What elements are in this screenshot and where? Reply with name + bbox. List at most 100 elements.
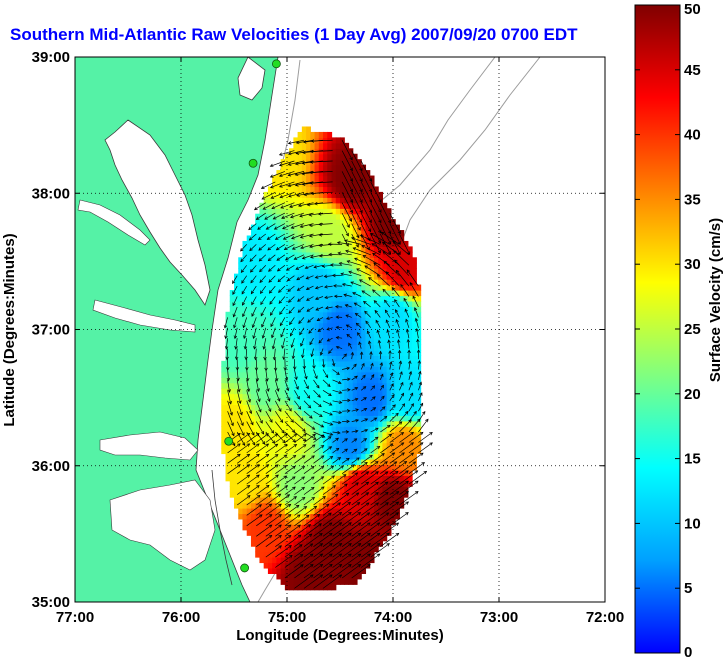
speed-cell (263, 518, 269, 525)
speed-cell (297, 480, 303, 487)
colorbar-ramp (634, 4, 681, 654)
speed-cell (293, 535, 299, 542)
speed-cell (250, 442, 256, 449)
speed-cell (246, 322, 252, 329)
speed-cell (327, 557, 333, 564)
speed-cell (289, 458, 294, 465)
speed-cell (365, 388, 371, 395)
speed-cell (238, 360, 244, 367)
speed-cell (306, 409, 311, 416)
speed-cell (386, 246, 392, 253)
speed-cell (229, 322, 235, 329)
speed-cell (280, 518, 286, 525)
speed-cell (378, 197, 383, 204)
speed-cell (234, 349, 239, 356)
velocity-vector (380, 425, 391, 433)
speed-cell (267, 551, 273, 558)
speed-cell (340, 415, 345, 422)
speed-cell (297, 153, 303, 160)
speed-cell (403, 486, 409, 493)
speed-cell (246, 366, 252, 373)
velocity-vector-head (372, 252, 376, 257)
speed-cell (276, 311, 282, 318)
speed-cell (382, 475, 388, 482)
velocity-vector-head (341, 282, 346, 287)
velocity-vector (354, 302, 362, 308)
speed-cell (246, 235, 252, 242)
speed-cell (318, 317, 324, 324)
speed-cell (416, 311, 422, 318)
velocity-vector (313, 512, 332, 527)
speed-cell (356, 213, 362, 220)
speed-cell (284, 584, 290, 591)
velocity-vector-head (358, 279, 363, 283)
velocity-vector (259, 265, 267, 272)
speed-cell (280, 431, 286, 438)
velocity-vector (275, 444, 288, 454)
velocity-vector-head (284, 377, 289, 382)
velocity-vector-head (302, 428, 306, 432)
speed-cell (369, 486, 375, 493)
speed-cell (365, 518, 371, 525)
speed-cell (318, 159, 324, 166)
speed-cell (301, 328, 307, 335)
speed-cell (250, 513, 256, 520)
speed-cell (369, 273, 375, 280)
speed-cell (318, 518, 324, 525)
speed-cell (335, 567, 341, 574)
speed-cell (276, 360, 282, 367)
x-tick-label: 75:00 (268, 609, 306, 626)
speed-cell (289, 546, 294, 553)
speed-cell (272, 420, 277, 427)
velocity-vector (264, 348, 267, 360)
speed-cell (352, 480, 358, 487)
speed-cell (318, 235, 324, 242)
velocity-vector-head (277, 278, 282, 283)
speed-cell (356, 464, 362, 471)
velocity-vector-head (379, 362, 384, 366)
speed-cell (293, 366, 299, 373)
speed-cell (234, 360, 239, 367)
speed-cell (352, 322, 358, 329)
speed-cell (369, 524, 375, 531)
velocity-vector (289, 202, 305, 208)
speed-cell (310, 546, 316, 553)
velocity-vector (294, 390, 300, 400)
speed-cell (331, 578, 337, 585)
speed-cell (250, 507, 256, 515)
speed-cell (284, 240, 290, 247)
speed-cell (267, 371, 273, 378)
speed-cell (416, 448, 422, 455)
velocity-vector (235, 338, 238, 350)
speed-cell (284, 475, 290, 482)
speed-cell (352, 562, 358, 569)
velocity-vector (368, 341, 372, 349)
velocity-vector (308, 327, 314, 334)
velocity-vector (303, 553, 323, 568)
speed-cell (221, 388, 227, 395)
speed-cell (403, 426, 409, 433)
chesapeake-bay (104, 119, 211, 306)
speed-cell (395, 366, 400, 373)
speed-cell (306, 371, 311, 378)
speed-cell (399, 437, 405, 444)
speed-cell (386, 486, 392, 493)
speed-cell (361, 355, 367, 362)
speed-cell (356, 230, 362, 237)
velocity-vector (275, 485, 288, 495)
velocity-vector (418, 403, 424, 412)
speed-cell (356, 235, 362, 242)
velocity-vector-head (299, 331, 303, 336)
speed-cell (365, 426, 371, 433)
velocity-vector (256, 464, 269, 474)
speed-cell (238, 295, 244, 302)
speed-cell (259, 426, 265, 433)
speed-cell (399, 262, 405, 269)
velocity-vector (289, 317, 295, 325)
speed-cell (246, 377, 252, 384)
speed-cell (284, 197, 290, 204)
speed-cell (344, 426, 350, 433)
speed-cell (314, 257, 320, 264)
velocity-vector (360, 532, 381, 547)
speed-cell (263, 344, 269, 351)
